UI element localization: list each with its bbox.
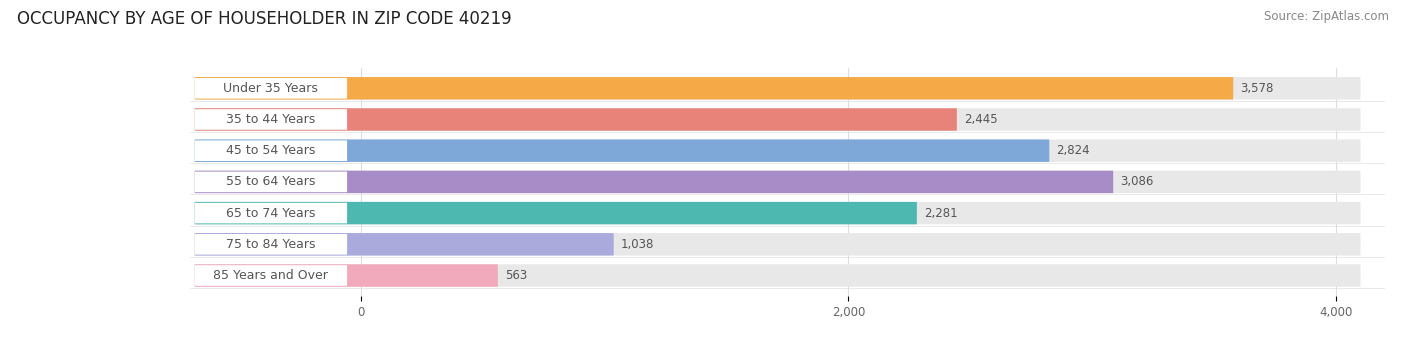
FancyBboxPatch shape xyxy=(194,264,498,287)
Text: Source: ZipAtlas.com: Source: ZipAtlas.com xyxy=(1264,10,1389,23)
Text: 2,445: 2,445 xyxy=(965,113,998,126)
FancyBboxPatch shape xyxy=(194,233,613,256)
FancyBboxPatch shape xyxy=(194,264,1361,287)
Text: Under 35 Years: Under 35 Years xyxy=(224,82,318,95)
FancyBboxPatch shape xyxy=(194,78,347,99)
FancyBboxPatch shape xyxy=(194,203,347,223)
Text: 45 to 54 Years: 45 to 54 Years xyxy=(226,144,315,157)
FancyBboxPatch shape xyxy=(194,202,1361,224)
Text: 2,281: 2,281 xyxy=(924,207,957,220)
Text: 563: 563 xyxy=(505,269,527,282)
FancyBboxPatch shape xyxy=(194,171,1114,193)
Text: 65 to 74 Years: 65 to 74 Years xyxy=(226,207,315,220)
FancyBboxPatch shape xyxy=(194,139,1049,162)
FancyBboxPatch shape xyxy=(194,265,347,286)
FancyBboxPatch shape xyxy=(194,139,1361,162)
FancyBboxPatch shape xyxy=(194,109,347,130)
FancyBboxPatch shape xyxy=(194,172,347,192)
Text: 3,086: 3,086 xyxy=(1121,175,1154,188)
FancyBboxPatch shape xyxy=(194,108,957,131)
FancyBboxPatch shape xyxy=(194,202,917,224)
Text: 35 to 44 Years: 35 to 44 Years xyxy=(226,113,315,126)
FancyBboxPatch shape xyxy=(194,77,1233,100)
FancyBboxPatch shape xyxy=(194,234,347,255)
Text: 2,824: 2,824 xyxy=(1057,144,1090,157)
FancyBboxPatch shape xyxy=(194,77,1361,100)
Text: 85 Years and Over: 85 Years and Over xyxy=(214,269,329,282)
Text: OCCUPANCY BY AGE OF HOUSEHOLDER IN ZIP CODE 40219: OCCUPANCY BY AGE OF HOUSEHOLDER IN ZIP C… xyxy=(17,10,512,28)
FancyBboxPatch shape xyxy=(194,108,1361,131)
FancyBboxPatch shape xyxy=(194,171,1361,193)
FancyBboxPatch shape xyxy=(194,233,1361,256)
FancyBboxPatch shape xyxy=(194,140,347,161)
Text: 3,578: 3,578 xyxy=(1240,82,1274,95)
Text: 1,038: 1,038 xyxy=(621,238,654,251)
Text: 75 to 84 Years: 75 to 84 Years xyxy=(226,238,316,251)
Text: 55 to 64 Years: 55 to 64 Years xyxy=(226,175,315,188)
